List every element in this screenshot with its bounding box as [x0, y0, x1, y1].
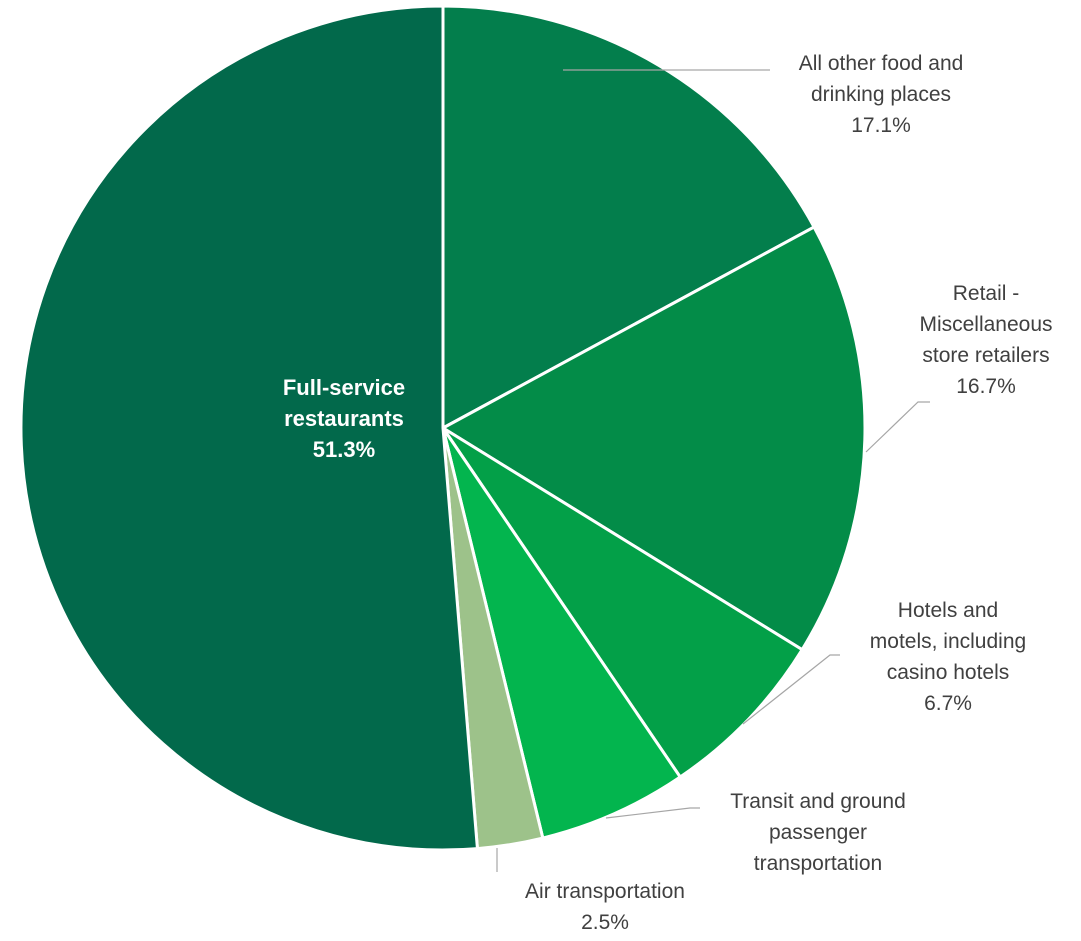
slices-layer — [19, 4, 867, 852]
data-label-transit-and-ground-passenger-transportation: Transit and ground passenger transportatio… — [730, 790, 906, 875]
data-label-retail-miscellaneous-store-retailers: Retail - Miscellaneous store retailers 16.7… — [919, 282, 1052, 398]
pie-slice-full-service-restaurants — [19, 4, 480, 852]
data-label-percent: 2.5% — [581, 911, 629, 934]
data-label-line: casino hotels — [887, 661, 1010, 684]
data-label-line: motels, including — [870, 630, 1026, 653]
data-label-percent: 17.1% — [851, 114, 911, 137]
data-label-hotels-and-motels-including-casino-hotels: Hotels and motels, including casino hotels… — [870, 599, 1026, 715]
data-label-line: transportation — [754, 852, 882, 875]
data-label-line: drinking places — [811, 83, 951, 106]
data-label-line: Retail - — [953, 282, 1020, 305]
data-label-line: All other food and — [799, 52, 964, 75]
pie-slice-all-other-food-and-drinking-places — [441, 4, 817, 431]
data-label-line: Transit and ground — [730, 790, 906, 813]
leader-line-transit-and-ground-passenger-transportation — [605, 807, 700, 819]
data-label-line: Hotels and — [898, 599, 998, 622]
leader-lines-layer — [496, 69, 930, 872]
data-label-percent: 6.7% — [924, 692, 972, 715]
labels-layer: All other food and drinking places 17.1% Re… — [283, 52, 1053, 934]
data-label-percent: 16.7% — [956, 375, 1016, 398]
data-label-all-other-food-and-drinking-places: All other food and drinking places 17.1% — [799, 52, 964, 137]
data-label-air-transportation: Air transportation 2.5% — [525, 880, 685, 934]
data-label-line: Air transportation — [525, 880, 685, 903]
data-label-full-service-restaurants: Full-service restaurants 51.3% — [283, 375, 405, 462]
pie-slice-transit-and-ground-passenger-transportation — [441, 427, 683, 840]
data-label-line: restaurants — [284, 406, 404, 431]
data-label-line: store retailers — [922, 344, 1049, 367]
data-label-line: passenger — [769, 821, 867, 844]
data-label-line: Full-service — [283, 375, 405, 400]
leader-line-hotels-and-motels-including-casino-hotels — [742, 654, 840, 725]
data-label-line: Miscellaneous — [919, 313, 1052, 336]
leader-line-retail-miscellaneous-store-retailers — [865, 401, 930, 453]
data-label-percent: 51.3% — [313, 437, 375, 462]
pie-slice-retail-miscellaneous-store-retailers — [440, 224, 867, 652]
